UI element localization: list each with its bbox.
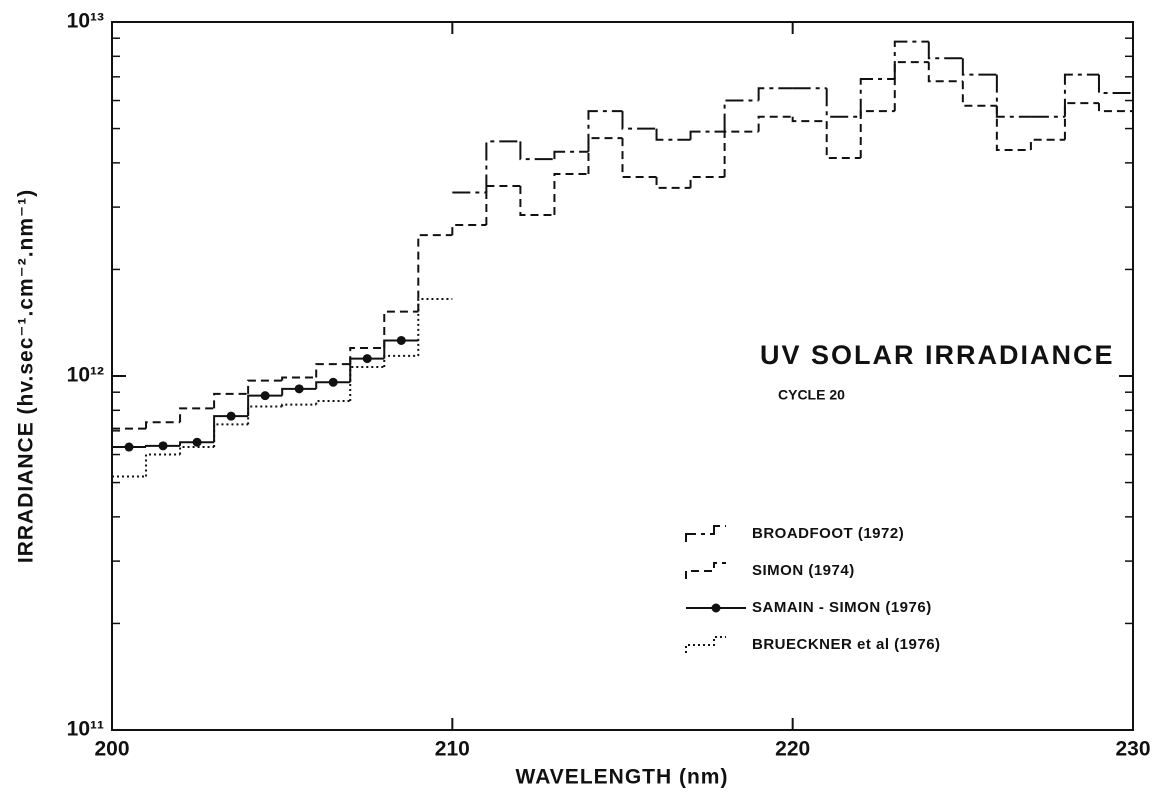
step-segment (553, 150, 589, 160)
step-segment (519, 141, 555, 161)
step-segment (213, 423, 249, 448)
step-segment (825, 88, 861, 118)
step-segment (281, 376, 317, 381)
marker (226, 411, 236, 421)
step-segment (179, 407, 215, 423)
legend-swatch (685, 525, 726, 542)
step-segment (1029, 138, 1065, 150)
step-segment (247, 379, 283, 394)
marker (158, 441, 168, 451)
step-segment (1097, 74, 1133, 95)
y-tick-label: 10¹¹ (67, 718, 104, 741)
step-segment (621, 111, 657, 130)
step-segment (519, 186, 555, 216)
step-segment (859, 78, 895, 117)
step-segment (213, 392, 249, 409)
x-tick-label: 230 (1115, 738, 1150, 761)
legend-swatch (685, 562, 726, 579)
marker (124, 442, 134, 452)
step-segment (961, 81, 997, 107)
step-segment (179, 441, 215, 446)
marker (192, 437, 202, 447)
step-segment (247, 405, 283, 425)
step-segment (315, 381, 351, 389)
step-segment (791, 116, 827, 123)
step-segment (723, 99, 759, 132)
marker (362, 354, 372, 364)
marker (396, 335, 406, 345)
step-segment (655, 128, 691, 141)
marker (328, 377, 338, 387)
step-segment (689, 175, 725, 188)
marker (294, 384, 304, 394)
step-segment (281, 403, 317, 407)
legend-label: SAMAIN - SIMON (1976) (752, 599, 932, 616)
x-tick-label: 200 (94, 738, 129, 761)
y-axis-title: IRRADIANCE (hv.sec⁻¹.cm⁻².nm⁻¹) (15, 189, 38, 563)
step-segment (859, 110, 895, 158)
step-segment (553, 173, 589, 215)
y-tick-label: 10¹³ (67, 10, 104, 33)
step-segment (485, 140, 521, 193)
step-segment (893, 61, 929, 112)
step-segment (417, 298, 453, 356)
step-segment (451, 224, 487, 236)
step-segment (927, 62, 963, 83)
legend-label: BROADFOOT (1972) (752, 525, 904, 542)
legend-swatch (685, 636, 726, 653)
step-segment (315, 363, 351, 378)
step-segment (145, 444, 181, 448)
step-segment (655, 176, 691, 189)
step-segment (1063, 73, 1099, 117)
marker (260, 391, 270, 401)
step-segment (145, 453, 181, 477)
y-tick-label: 10¹² (67, 364, 104, 387)
legend-label: BRUECKNER et al (1976) (752, 636, 941, 653)
x-tick-label: 210 (435, 738, 470, 761)
step-segment (213, 415, 249, 443)
step-segment (349, 366, 385, 401)
step-segment (825, 121, 861, 159)
step-segment (383, 354, 419, 368)
annotation-subtitle: CYCLE 20 (778, 387, 845, 403)
step-segment (281, 387, 317, 396)
step-segment (179, 446, 215, 455)
step-segment (485, 185, 521, 226)
step-segment (587, 110, 623, 152)
step-segment (383, 339, 419, 359)
step-segment (383, 310, 419, 348)
x-tick-label: 220 (775, 738, 810, 761)
legend-label: SIMON (1974) (752, 562, 855, 579)
step-segment (757, 87, 793, 101)
legend-marker (711, 603, 721, 613)
step-segment (1097, 103, 1133, 113)
step-segment (961, 58, 997, 76)
step-segment (315, 399, 351, 405)
step-segment (621, 138, 657, 178)
step-segment (689, 130, 725, 140)
step-segment (995, 74, 1031, 118)
step-segment (927, 41, 963, 60)
annotation-title: UV SOLAR IRRADIANCE (760, 340, 1115, 370)
step-segment (995, 105, 1031, 151)
step-segment (1063, 102, 1099, 140)
step-segment (723, 130, 759, 177)
step-segment (145, 421, 181, 429)
step-segment (587, 137, 623, 175)
step-segment (757, 115, 793, 132)
step-segment (417, 234, 453, 312)
step-segment (893, 40, 929, 80)
x-axis-title: WAVELENGTH (nm) (516, 766, 729, 789)
